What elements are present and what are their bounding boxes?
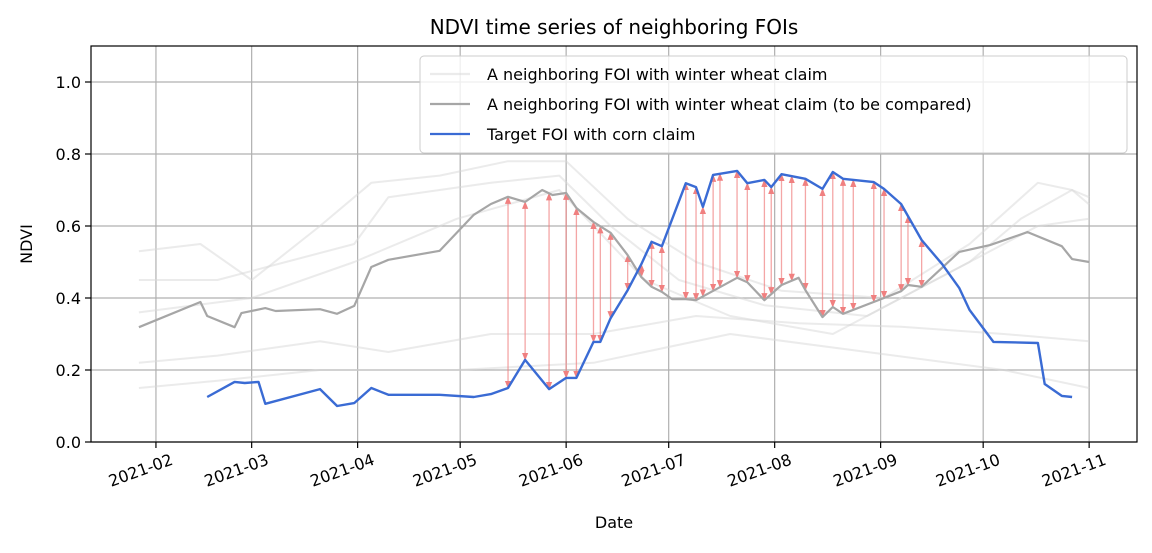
x-tick-label: 2021-11 [1039,450,1108,491]
axes-frame [90,45,1138,443]
y-tick-label: 0.6 [56,217,81,236]
chart-title: NDVI time series of neighboring FOIs [430,15,799,39]
x-tick-label: 2021-04 [308,450,377,491]
x-tick-label: 2021-08 [725,450,794,491]
x-tick-label: 2021-09 [831,450,900,491]
x-tick-label: 2021-10 [933,450,1002,491]
legend: A neighboring FOI with winter wheat clai… [419,55,1128,154]
x-tick-label: 2021-02 [106,450,175,491]
legend-box [419,55,1128,154]
y-axis-label: NDVI [17,224,36,264]
x-tick-label: 2021-06 [516,450,585,491]
series-line [206,169,1073,408]
legend-label: A neighboring FOI with winter wheat clai… [487,65,828,84]
legend-label: Target FOI with corn claim [486,125,695,144]
x-tick-label: 2021-05 [410,450,479,491]
x-tick-label: 2021-07 [619,450,688,491]
neighbor-line [138,315,1090,364]
plot-area [138,160,1090,408]
x-tick-label: 2021-03 [202,450,271,491]
neighbor-line [138,174,1090,317]
y-tick-label: 0.8 [56,145,81,164]
y-tick-label: 1.0 [56,73,81,92]
y-tick-label: 0.2 [56,361,81,380]
y-tick-label: 0.0 [56,433,81,452]
y-tick-label: 0.4 [56,289,81,308]
x-axis-label: Date [595,513,633,532]
neighbor-line [138,333,1090,389]
series-line [138,188,1090,329]
legend-label: A neighboring FOI with winter wheat clai… [487,95,972,114]
neighbor-line [138,160,1090,299]
